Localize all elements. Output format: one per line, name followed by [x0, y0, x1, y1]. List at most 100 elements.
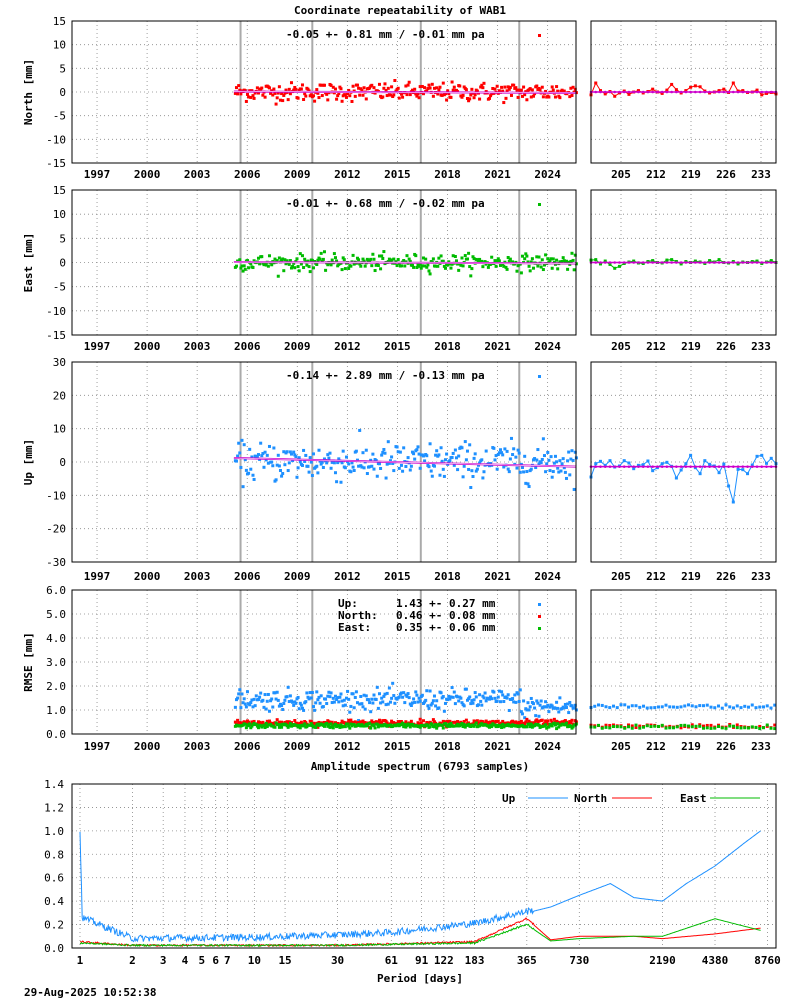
data-point	[427, 465, 431, 469]
data-point	[238, 88, 242, 92]
data-point	[392, 93, 396, 97]
data-point	[546, 257, 550, 261]
data-point	[392, 469, 396, 473]
data-point	[446, 263, 450, 267]
x-tick-label: 2003	[184, 168, 211, 181]
data-point	[343, 703, 347, 707]
data-point	[553, 95, 557, 99]
data-point	[330, 258, 334, 262]
plot-frame	[71, 589, 577, 735]
data-point	[446, 724, 450, 728]
zoom-point	[728, 705, 732, 709]
data-point	[340, 461, 344, 465]
data-point	[247, 724, 251, 728]
data-point	[298, 252, 302, 256]
y-tick-label: 3.0	[46, 656, 66, 669]
data-point	[465, 257, 469, 261]
data-point	[340, 268, 344, 272]
zoom-point	[597, 723, 600, 727]
data-point	[563, 723, 567, 727]
plot-frame	[71, 783, 777, 949]
data-point	[250, 455, 254, 459]
zoom-point	[739, 726, 743, 730]
data-point	[355, 83, 359, 87]
data-point	[373, 726, 377, 730]
data-point	[487, 96, 491, 100]
data-point	[359, 694, 363, 698]
zoom-trend-point	[613, 465, 617, 468]
data-point	[377, 462, 381, 466]
data-point	[262, 723, 266, 727]
data-point	[557, 470, 561, 474]
data-point	[553, 723, 557, 727]
data-point	[390, 455, 394, 459]
zoom-point	[600, 726, 604, 730]
data-point	[337, 700, 341, 704]
data-point	[450, 686, 454, 690]
x-tick-label: 233	[751, 340, 771, 353]
data-point	[313, 708, 317, 712]
data-point	[322, 250, 326, 254]
data-point	[525, 725, 529, 729]
zoom-trend-point	[660, 465, 664, 468]
data-point	[352, 262, 356, 266]
data-point	[259, 691, 263, 695]
data-point	[393, 701, 397, 705]
data-point	[542, 454, 546, 458]
data-point	[566, 267, 570, 271]
zoom-point	[608, 262, 612, 266]
data-point	[571, 258, 575, 262]
data-point	[569, 457, 573, 461]
data-point	[251, 266, 255, 270]
data-point	[293, 719, 297, 723]
data-point	[302, 97, 306, 101]
data-point	[260, 454, 264, 458]
data-point	[496, 257, 500, 261]
zoom-point	[735, 726, 739, 730]
data-point	[333, 87, 337, 91]
data-point	[376, 725, 380, 729]
data-point	[317, 695, 321, 699]
x-tick-label: 2015	[384, 168, 411, 181]
data-point	[289, 452, 293, 456]
data-point	[249, 467, 253, 471]
data-point	[285, 724, 289, 728]
data-point	[362, 86, 366, 90]
data-point	[288, 722, 292, 726]
data-point	[236, 92, 240, 96]
data-point	[470, 267, 474, 271]
data-point	[278, 468, 282, 472]
data-point	[430, 82, 434, 86]
data-point	[307, 697, 311, 701]
data-point	[354, 690, 358, 694]
data-point	[249, 262, 253, 266]
zoom-point	[687, 724, 690, 728]
data-point	[467, 697, 471, 701]
data-point	[315, 464, 319, 468]
data-point	[529, 95, 533, 99]
data-point	[442, 474, 446, 478]
data-point	[321, 465, 325, 469]
data-point	[454, 456, 458, 460]
data-point	[247, 720, 251, 724]
data-point	[498, 448, 502, 452]
zoom-point	[755, 259, 759, 263]
x-tick-label: 2000	[134, 340, 161, 353]
plot-frame	[590, 361, 777, 563]
data-point	[341, 256, 345, 260]
data-point	[318, 701, 322, 705]
data-point	[437, 706, 441, 710]
data-point	[490, 92, 494, 96]
x-tick-label: 2021	[484, 740, 511, 753]
data-point	[333, 256, 337, 260]
data-point	[321, 257, 325, 261]
data-point	[335, 259, 339, 263]
data-point	[493, 259, 497, 263]
data-point	[406, 456, 410, 460]
data-point	[536, 448, 540, 452]
data-point	[413, 457, 417, 461]
data-point	[355, 701, 359, 705]
zoom-point	[750, 463, 754, 467]
data-point	[524, 252, 528, 256]
